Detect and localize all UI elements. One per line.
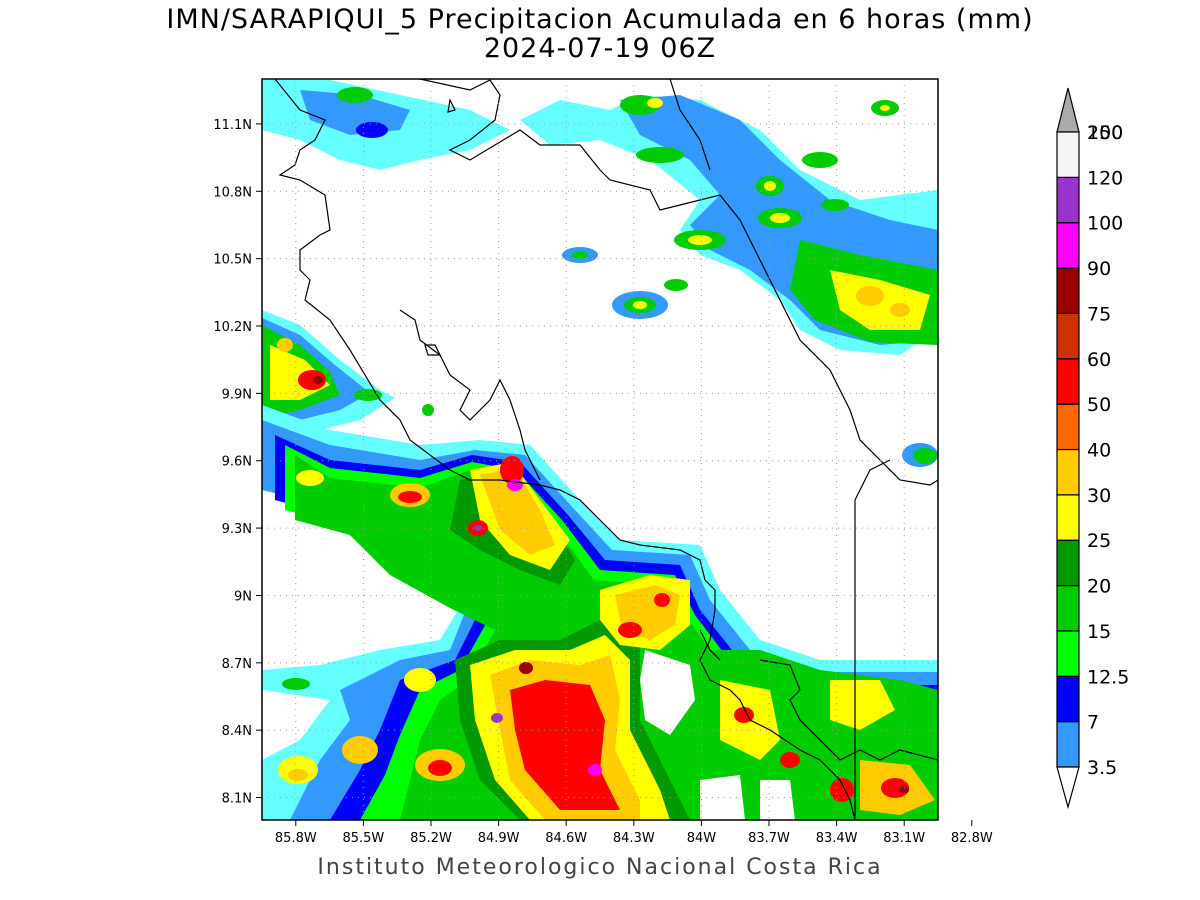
lon-tick-label: 84.6W (545, 831, 587, 846)
colorbar-segment (1056, 494, 1080, 541)
colorbar-segment (1056, 448, 1080, 496)
colorbar-segment (1056, 358, 1080, 405)
colorbar-bottom-triangle (1056, 766, 1080, 810)
colorbar-segment (1056, 675, 1080, 723)
map-axes: 11.1N 10.8N 10.5N 10.2N 9.9N 9.6N 9.3N 9N 8.7N 8.… (213, 118, 993, 846)
colorbar-segment (1056, 267, 1080, 315)
lat-tick-label: 8.1N (222, 792, 252, 807)
colorbar-label: 100 (1087, 213, 1123, 235)
colorbar-segment (1056, 539, 1080, 587)
country-borders (274, 79, 938, 820)
lat-tick-label: 10.8N (213, 185, 252, 200)
lon-tick-label: 85.5W (342, 831, 384, 846)
colorbar-label: 12.5 (1087, 666, 1129, 688)
lon-tick-label: 84.3W (613, 831, 655, 846)
colorbar-segment (1056, 721, 1080, 768)
lon-tick-label: 84W (687, 831, 717, 846)
precipitation-field (262, 80, 938, 820)
colorbar-segment (1056, 403, 1080, 451)
lon-tick-label: 85.8W (275, 831, 317, 846)
lat-tick-label: 9.6N (222, 455, 252, 470)
colorbar-label: 150 (1087, 122, 1123, 144)
footer-credit: Instituto Meteorologico Nacional Costa R… (317, 855, 883, 880)
lat-tick-label: 8.4N (222, 724, 252, 739)
colorbar-label: 15 (1087, 621, 1111, 643)
colorbar-label: 40 (1087, 440, 1111, 462)
colorbar-label: 3.5 (1087, 757, 1117, 779)
lat-tick-label: 8.7N (222, 657, 252, 672)
colorbar-segment (1056, 222, 1080, 269)
map-title: IMN/SARAPIQUI_5 Precipitacion Acumulada … (166, 4, 1034, 35)
colorbar-label: 50 (1087, 394, 1111, 416)
colorbar-segment (1056, 131, 1080, 178)
rain-band-northwest (262, 310, 395, 445)
lon-tick-label: 83.4W (816, 831, 858, 846)
lon-tick-label: 85.2W (410, 831, 452, 846)
colorbar-segment (1056, 176, 1080, 224)
colorbar-label: 200 (1087, 122, 1123, 144)
lat-tick-label: 9.3N (222, 522, 252, 537)
lon-tick-label: 83.1W (883, 831, 925, 846)
map-frame (261, 78, 939, 821)
map-date: 2024-07-19 06Z (483, 33, 717, 64)
colorbar-label: 90 (1087, 258, 1111, 280)
colorbar-segment (1056, 584, 1080, 632)
colorbar-segment (1056, 630, 1080, 677)
colorbar-segment (1056, 312, 1080, 360)
colorbar-label: 60 (1087, 349, 1111, 371)
lon-tick-label: 84.9W (478, 831, 520, 846)
lat-tick-label: 10.2N (213, 320, 252, 335)
colorbar-label: 25 (1087, 530, 1111, 552)
rain-band-central (262, 405, 938, 820)
lon-tick-label: 83.7W (748, 831, 790, 846)
lat-tick-label: 9.9N (222, 387, 252, 402)
rain-band-northeast (520, 95, 938, 467)
colorbar-label: 20 (1087, 576, 1111, 598)
colorbar-top-triangle (1056, 87, 1080, 133)
lon-tick-label: 82.8W (951, 831, 993, 846)
colorbar-label: 7 (1087, 712, 1099, 734)
colorbar-label: 120 (1087, 167, 1123, 189)
colorbar-label: 30 (1087, 485, 1111, 507)
colorbar-label: 75 (1087, 303, 1111, 325)
lat-tick-label: 11.1N (213, 118, 252, 133)
lat-tick-label: 10.5N (213, 253, 252, 268)
lat-tick-label: 9N (234, 589, 252, 604)
